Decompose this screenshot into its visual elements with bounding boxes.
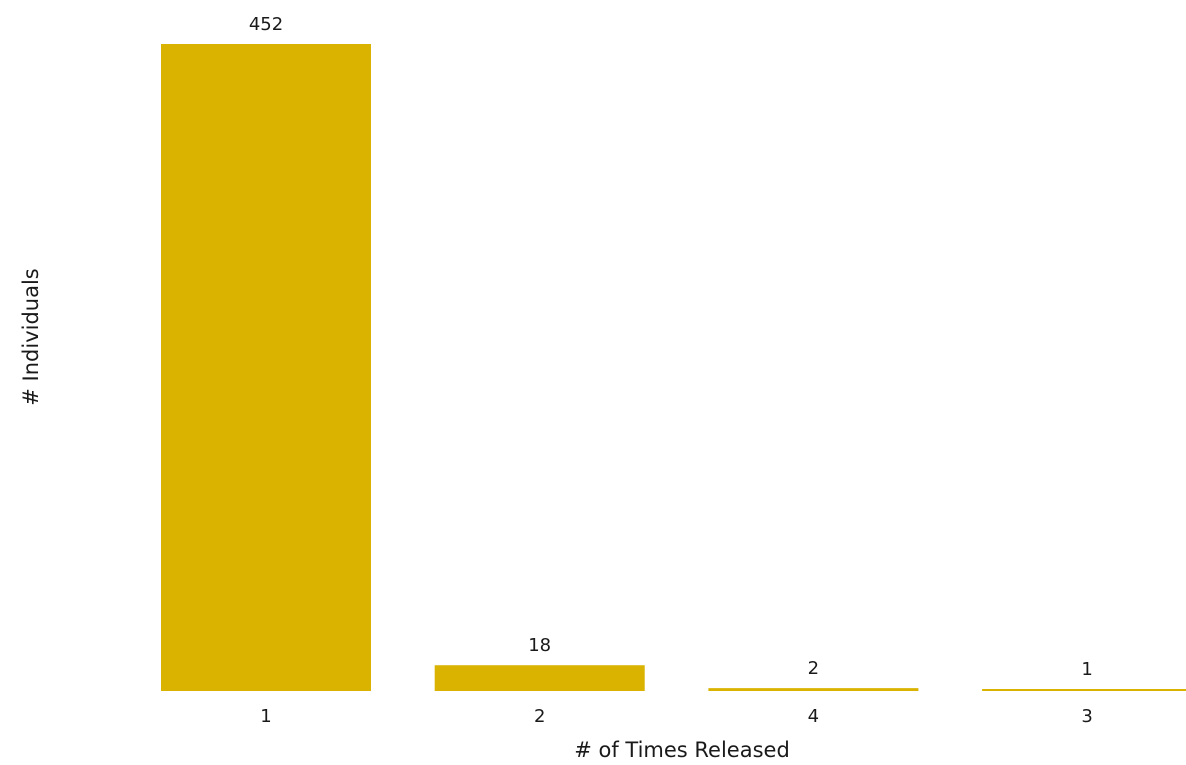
data-label-1: 452 [249,14,283,35]
data-label-3: 1 [1081,659,1092,680]
y-axis-title: # Individuals [19,268,43,405]
bar-4 [708,688,918,691]
data-label-2: 18 [528,635,551,656]
x-axis-title: # of Times Released [574,738,790,762]
x-tick-label-2: 2 [534,706,545,727]
x-tick-label-3: 3 [1081,706,1092,727]
data-labels-group: 452 18 2 1 [249,14,1093,680]
x-tick-label-4: 4 [808,706,819,727]
bar-1 [161,44,371,691]
data-label-4: 2 [808,658,819,679]
bar-3 [982,689,1186,691]
x-tick-label-1: 1 [260,706,271,727]
x-tick-labels-group: 1 2 4 3 [260,706,1093,727]
bars-group [161,44,1186,691]
bar-2 [435,665,645,691]
